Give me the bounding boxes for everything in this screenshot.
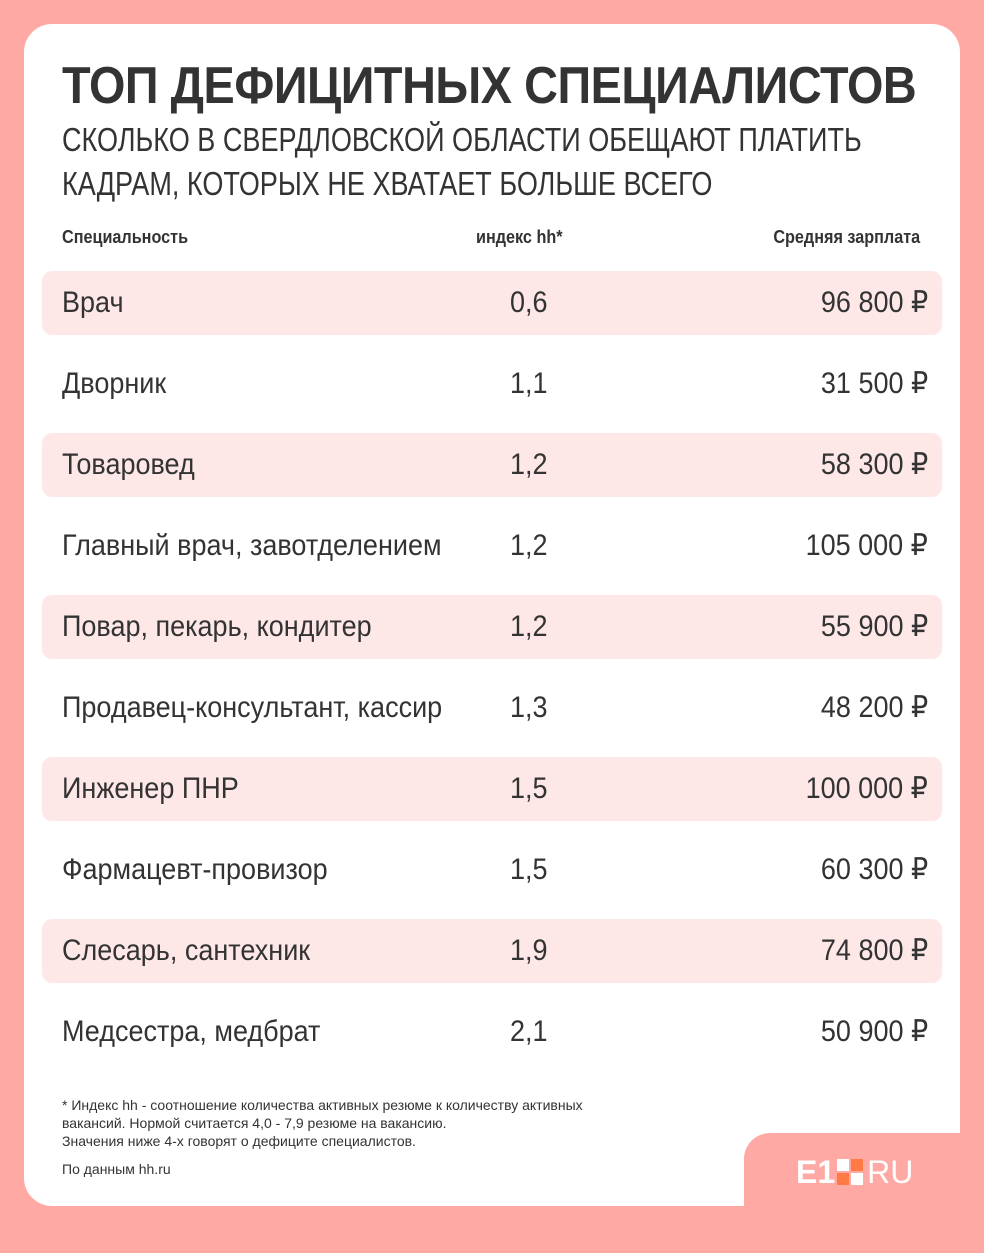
specialty-cell: Продавец-консультант, кассир	[62, 691, 443, 724]
table-row: Инженер ПНР 1,5 100 000 ₽	[42, 757, 942, 821]
table-row: Врач 0,6 96 800 ₽	[42, 271, 942, 335]
index-cell: 1,5	[510, 772, 548, 805]
specialty-cell: Главный врач, завотделением	[62, 529, 442, 562]
specialty-cell: Медсестра, медбрат	[62, 1015, 321, 1048]
salary-cell: 48 200 ₽	[820, 691, 928, 724]
table-row: Товаровед 1,2 58 300 ₽	[42, 433, 942, 497]
salary-cell: 58 300 ₽	[820, 448, 928, 481]
salary-cell: 60 300 ₽	[820, 853, 928, 886]
table-row: Продавец-консультант, кассир 1,3 48 200 …	[42, 676, 942, 740]
logo-text-ru: RU	[867, 1154, 914, 1190]
column-header-salary: Средняя зарплата	[773, 227, 920, 247]
index-cell: 2,1	[510, 1015, 548, 1048]
page-title: ТОП ДЕФИЦИТНЫХ СПЕЦИАЛИСТОВ	[62, 57, 917, 115]
specialty-cell: Инженер ПНР	[62, 772, 239, 805]
footnote: * Индекс hh - соотношение количества акт…	[62, 1096, 742, 1150]
salary-cell: 55 900 ₽	[820, 610, 928, 643]
footnote-line-1: * Индекс hh - соотношение количества акт…	[62, 1097, 583, 1113]
column-header-index: индекс hh*	[476, 227, 563, 247]
logo-squares-icon	[837, 1159, 864, 1185]
table-row: Медсестра, медбрат 2,1 50 900 ₽	[42, 1000, 942, 1064]
subtitle-line-1: СКОЛЬКО В СВЕРДЛОВСКОЙ ОБЛАСТИ ОБЕЩАЮТ П…	[62, 121, 862, 158]
salary-cell: 105 000 ₽	[805, 529, 928, 562]
specialty-cell: Дворник	[62, 367, 167, 400]
specialty-cell: Слесарь, сантехник	[62, 934, 311, 967]
column-header-specialty: Специальность	[62, 227, 189, 247]
logo-text-e1: E1	[796, 1154, 836, 1190]
salary-cell: 50 900 ₽	[820, 1015, 928, 1048]
salary-cell: 74 800 ₽	[820, 934, 928, 967]
index-cell: 1,2	[510, 529, 548, 562]
specialty-cell: Врач	[62, 286, 124, 319]
subtitle-line-2: КАДРАМ, КОТОРЫХ НЕ ХВАТАЕТ БОЛЬШЕ ВСЕГО	[62, 165, 713, 202]
specialists-table: Врач 0,6 96 800 ₽ Дворник 1,1 31 500 ₽ Т…	[42, 271, 942, 1081]
table-row: Слесарь, сантехник 1,9 74 800 ₽	[42, 919, 942, 983]
logo-corner	[744, 1133, 984, 1253]
salary-cell: 31 500 ₽	[820, 367, 928, 400]
footnote-line-3: Значения ниже 4-х говорят о дефиците спе…	[62, 1133, 416, 1149]
specialty-cell: Фармацевт-провизор	[62, 853, 328, 886]
data-source: По данным hh.ru	[62, 1161, 171, 1177]
index-cell: 1,2	[510, 610, 548, 643]
e1-logo: E1 RU	[796, 1155, 913, 1189]
table-row: Повар, пекарь, кондитер 1,2 55 900 ₽	[42, 595, 942, 659]
index-cell: 1,3	[510, 691, 548, 724]
salary-cell: 100 000 ₽	[805, 772, 928, 805]
table-row: Главный врач, завотделением 1,2 105 000 …	[42, 514, 942, 578]
index-cell: 1,9	[510, 934, 548, 967]
footnote-line-2: вакансий. Нормой считается 4,0 - 7,9 рез…	[62, 1115, 447, 1131]
table-row: Дворник 1,1 31 500 ₽	[42, 352, 942, 416]
subtitle: СКОЛЬКО В СВЕРДЛОВСКОЙ ОБЛАСТИ ОБЕЩАЮТ П…	[62, 118, 866, 206]
index-cell: 0,6	[510, 286, 548, 319]
specialty-cell: Повар, пекарь, кондитер	[62, 610, 372, 643]
index-cell: 1,5	[510, 853, 548, 886]
specialty-cell: Товаровед	[62, 448, 195, 481]
table-row: Фармацевт-провизор 1,5 60 300 ₽	[42, 838, 942, 902]
index-cell: 1,1	[510, 367, 548, 400]
salary-cell: 96 800 ₽	[820, 286, 928, 319]
index-cell: 1,2	[510, 448, 548, 481]
